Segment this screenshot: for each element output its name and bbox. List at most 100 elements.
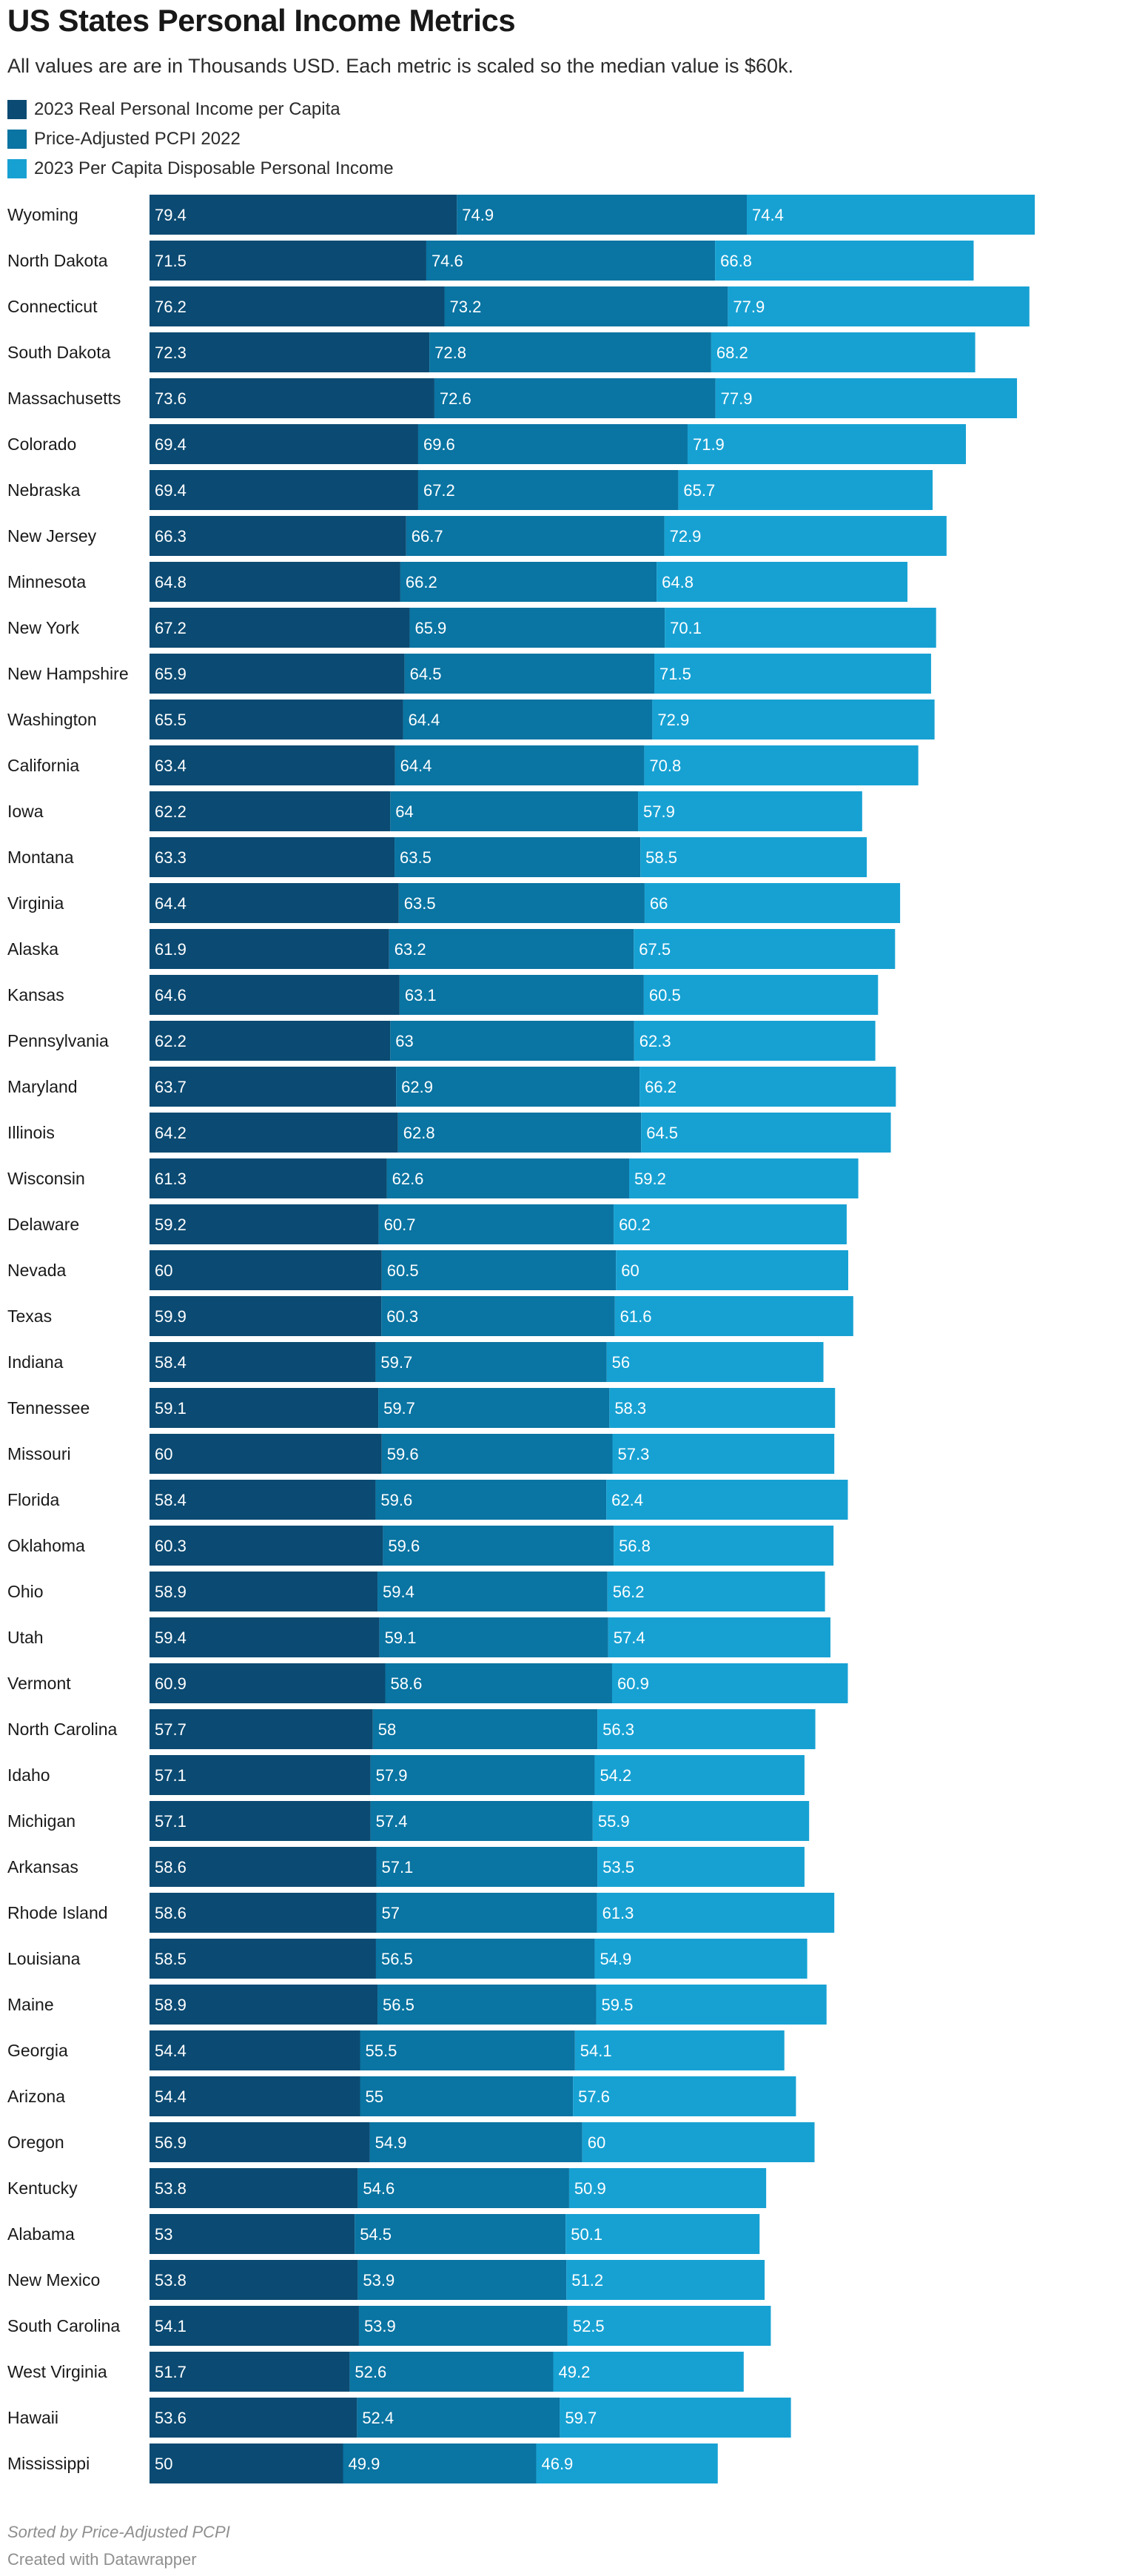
data-label: 59.2 [155,1215,187,1234]
data-label: 53.6 [155,2409,187,2427]
category-label: Arkansas [7,1857,78,1876]
data-label: 65.9 [155,665,187,683]
category-label: Utah [7,1628,44,1647]
category-label: Ohio [7,1582,44,1601]
data-label: 46.9 [541,2455,573,2473]
bar-row: Michigan 57.1 57.4 55.9 [7,1801,810,1841]
data-label: 56.9 [155,2133,187,2152]
bar-row: Georgia 54.4 55.5 54.1 [7,2030,785,2070]
data-label: 54.9 [375,2133,407,2152]
bar-segment [150,2030,360,2070]
data-label: 53.8 [155,2271,187,2290]
bar-segment [609,1388,836,1428]
bar-segment [607,1572,825,1611]
bar-segment [150,2076,360,2116]
bar-segment [397,1113,642,1153]
bar-row: Washington 65.5 64.4 72.9 [7,700,935,739]
bar-row: South Carolina 54.1 53.9 52.5 [7,2306,771,2346]
bar-segment [150,1434,382,1474]
data-label: 70.8 [649,757,681,775]
bar-row: Mississippi 50 49.9 46.9 [7,2443,718,2483]
bar-segment [596,1985,827,2025]
data-label: 57.7 [155,1720,187,1739]
bar-segment [150,2306,359,2346]
bar-row: Massachusetts 73.6 72.6 77.9 [7,378,1018,418]
bar-segment [150,1296,382,1336]
bar-row: Florida 58.4 59.6 62.4 [7,1480,848,1520]
bar-segment [715,378,1018,418]
data-label: 66.2 [406,573,437,591]
data-label: 52.4 [362,2409,394,2427]
data-label: 74.6 [432,252,463,270]
category-label: South Carolina [7,2316,120,2335]
data-label: 57.9 [376,1766,408,1785]
bar-segment [386,1158,629,1198]
category-label: West Virginia [7,2362,107,2381]
bar-segment [150,1893,377,1933]
bar-row: South Dakota 72.3 72.8 68.2 [7,332,976,372]
bar-row: Oklahoma 60.3 59.6 56.8 [7,1526,834,1566]
bar-segment [355,2214,566,2254]
bar-segment [628,1158,859,1198]
data-label: 63.3 [155,848,187,867]
bar-segment [560,2398,791,2438]
data-label: 59.4 [155,1629,187,1647]
category-label: Kansas [7,985,64,1004]
bar-segment [711,332,976,372]
data-label: 60.3 [386,1307,418,1326]
data-label: 64.8 [155,573,187,591]
bar-row: West Virginia 51.7 52.6 49.2 [7,2352,744,2392]
data-label: 62.9 [401,1078,433,1096]
data-label: 72.3 [155,343,187,362]
bar-segment [567,2306,771,2346]
bar-segment [150,286,445,326]
bar-segment [434,378,716,418]
category-label: Colorado [7,435,76,454]
data-label: 58.3 [614,1399,646,1418]
bar-segment [150,745,395,785]
data-label: 60 [155,1445,172,1463]
bar-row: Texas 59.9 60.3 61.6 [7,1296,853,1336]
bar-segment [399,975,644,1015]
data-label: 55 [366,2087,383,2106]
data-label: 58.9 [155,1996,187,2014]
data-label: 56.2 [613,1583,645,1601]
bar-segment [403,700,653,739]
bar-segment [150,516,406,556]
bar-segment [150,1939,376,1979]
bar-segment [150,2398,357,2438]
category-label: Connecticut [7,297,98,316]
category-label: Virginia [7,893,64,913]
bar-segment [396,1067,640,1107]
bar-segment [150,2260,358,2300]
data-label: 66.7 [412,527,443,546]
data-label: 61.3 [602,1904,634,1922]
bar-segment [150,1617,380,1657]
category-label: New York [7,618,80,637]
category-label: Nebraska [7,480,81,500]
category-label: Florida [7,1490,60,1509]
data-label: 65.7 [683,481,715,500]
bar-segment [597,1709,816,1749]
chart-notes: Sorted by Price-Adjusted PCPI [7,2523,230,2541]
bar-segment [150,195,457,235]
data-label: 63.4 [155,757,187,775]
bar-row: Illinois 64.2 62.8 64.5 [7,1113,891,1153]
bar-row: Pennsylvania 62.2 63 62.3 [7,1021,876,1061]
bar-segment [378,1388,610,1428]
category-label: New Mexico [7,2270,100,2290]
bar-segment [664,516,947,556]
legend-swatch-real-income [7,100,27,119]
data-label: 69.4 [155,481,187,500]
data-label: 51.2 [571,2271,603,2290]
legend-label: 2023 Real Personal Income per Capita [34,99,340,119]
category-label: Indiana [7,1352,64,1372]
bar-segment [398,883,645,923]
data-label: 59.7 [565,2409,597,2427]
data-label: 64.8 [662,573,694,591]
legend: 2023 Real Personal Income per Capita Pri… [7,95,394,184]
bar-segment [406,516,665,556]
bar-segment [150,1663,386,1703]
bar-segment [553,2352,744,2392]
bar-segment [641,1113,891,1153]
